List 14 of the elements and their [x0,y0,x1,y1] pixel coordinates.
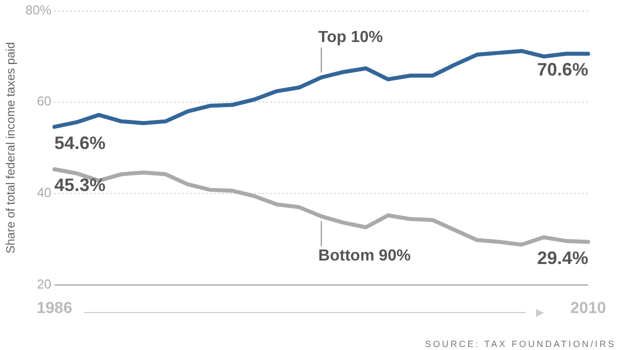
y-tick-label: 60 [36,94,52,109]
series-label: Bottom 90% [318,248,411,265]
y-tick-label: 40 [36,185,52,200]
x-tick-label: 1986 [36,300,72,317]
series-label: Top 10% [318,28,383,46]
data-label: 29.4% [537,248,588,268]
y-axis-title: Share of total federal income taxes paid [4,42,18,254]
x-tick-label: 2010 [570,300,606,317]
y-tick-label: 20 [36,276,52,292]
source-note: SOURCE: TAX FOUNDATION/IRS [424,339,616,349]
data-label: 70.6% [537,60,588,80]
data-label: 45.3% [54,175,106,196]
y-tick-label: 80% [25,2,52,18]
data-label: 54.6% [54,132,106,153]
